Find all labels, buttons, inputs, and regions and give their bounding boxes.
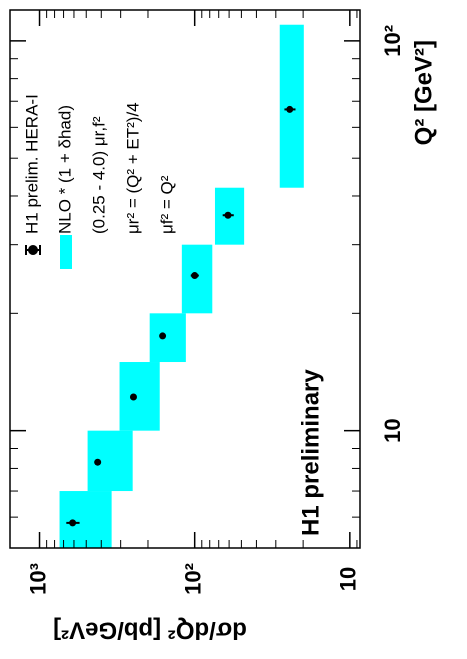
data-point bbox=[224, 211, 232, 219]
data-point bbox=[94, 458, 102, 466]
legend-marker bbox=[28, 245, 38, 255]
legend-note: μr² = (Q² + ET²)/4 bbox=[123, 102, 142, 234]
data-point bbox=[129, 393, 137, 401]
legend-label: NLO * (1 + δhad) bbox=[55, 105, 74, 234]
legend-note: (0.25 - 4.0) μr,f² bbox=[89, 116, 108, 234]
y-tick-label: 10³ bbox=[25, 563, 50, 595]
data-point bbox=[191, 272, 199, 280]
nlo-band bbox=[87, 430, 133, 492]
x-tick-label: 10 bbox=[380, 418, 405, 442]
y-tick-label: 10² bbox=[180, 563, 205, 595]
rotated-plot: H1 preliminary Q² [GeV²] dσ/dQ² [pb/GeV²… bbox=[9, 9, 437, 644]
chart-title: H1 preliminary bbox=[297, 369, 324, 536]
data-point bbox=[286, 105, 294, 113]
nlo-band bbox=[279, 24, 304, 188]
data-point bbox=[69, 519, 77, 527]
nlo-band bbox=[181, 244, 213, 314]
nlo-band bbox=[59, 491, 112, 548]
x-tick-label: 10² bbox=[380, 25, 405, 57]
legend-label: H1 prelim. HERA-I bbox=[22, 94, 41, 234]
nlo-band bbox=[149, 313, 186, 363]
nlo-band bbox=[119, 362, 160, 431]
plot-frame bbox=[9, 9, 361, 549]
data-point bbox=[159, 332, 167, 340]
y-axis-label: dσ/dQ² [pb/GeV²] bbox=[53, 617, 247, 644]
y-tick-label: 10 bbox=[336, 567, 361, 591]
x-axis-label: Q² [GeV²] bbox=[410, 40, 437, 145]
legend-marker bbox=[60, 235, 72, 269]
legend-note: μf² = Q² bbox=[157, 175, 176, 234]
